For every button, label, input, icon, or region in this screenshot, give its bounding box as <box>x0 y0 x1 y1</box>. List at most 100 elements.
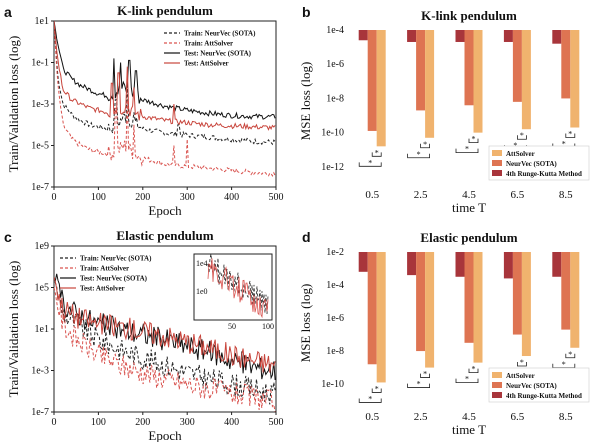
y-axis-label: Train/Validation loss (log) <box>6 36 21 173</box>
y-tick-label: 1e-7 <box>31 182 49 193</box>
bar <box>561 30 571 99</box>
x-tick-label: 500 <box>269 417 284 428</box>
chart-title: Elastic pendulum <box>420 230 517 245</box>
significance-bracket <box>407 383 430 388</box>
significance-bracket <box>455 148 479 154</box>
significance-star: * <box>568 350 572 359</box>
bar <box>416 30 426 111</box>
significance-bracket <box>420 143 430 149</box>
legend-swatch <box>492 372 502 378</box>
bar <box>358 30 368 41</box>
significance-star: * <box>423 140 427 149</box>
bar <box>407 30 417 42</box>
legend-label: AttSolver <box>506 150 535 158</box>
x-tick-label: 4.5 <box>462 189 476 201</box>
significance-bracket <box>358 398 382 403</box>
significance-star: * <box>562 140 566 149</box>
significance-star: * <box>423 370 427 379</box>
chart-title: K-link pendulum <box>421 8 517 23</box>
significance-star: * <box>472 365 476 374</box>
bar <box>376 252 386 383</box>
inset-y-label: 1e0 <box>196 287 208 296</box>
significance-star: * <box>568 130 572 139</box>
x-tick-label: 0 <box>52 417 57 428</box>
bar <box>521 30 531 130</box>
legend-swatch <box>492 382 502 388</box>
bar <box>464 252 474 343</box>
y-axis-label: MSE loss (log) <box>298 62 313 141</box>
legend-label: Test: AttSolver <box>80 285 125 293</box>
significance-star: * <box>375 384 379 393</box>
y-tick-label: 1e-7 <box>31 407 49 418</box>
panel-letter-c: c <box>4 229 12 245</box>
bar <box>473 30 483 133</box>
y-tick-label: 1e-8 <box>326 346 344 357</box>
y-tick-label: 1e-6 <box>326 313 344 324</box>
legend-label: NeurVec (SOTA) <box>506 382 557 390</box>
y-tick-label: 1e-2 <box>326 247 344 258</box>
plot-frame <box>53 20 277 188</box>
significance-star: * <box>562 360 566 369</box>
y-tick-label: 1e-12 <box>321 162 344 173</box>
significance-star: * <box>465 145 469 154</box>
y-axis-label: MSE loss (log) <box>298 284 313 363</box>
significance-bracket <box>468 138 479 144</box>
significance-star: * <box>520 358 524 367</box>
panel-d: d Elastic pendulum 1e-2 1e-4 1e-6 1e-8 1e-10 MS… <box>298 229 590 437</box>
x-tick-label: 0.5 <box>365 411 379 423</box>
y-tick-label: 1e-3 <box>31 99 49 110</box>
bar <box>455 252 465 277</box>
bar <box>367 30 377 131</box>
series-line-0 <box>54 21 276 146</box>
legend-label: AttSolver <box>506 372 535 380</box>
x-axis-label: Epoch <box>148 203 182 218</box>
bar <box>552 30 562 44</box>
x-tick-label: 300 <box>180 417 195 428</box>
y-tick-label: 1e-8 <box>326 93 344 104</box>
significance-star: * <box>465 375 469 384</box>
bar <box>512 30 522 102</box>
x-tick-label: 0 <box>52 192 57 203</box>
series-line-3 <box>54 276 276 373</box>
y-tick-label: 1e9 <box>35 241 49 252</box>
x-tick-label: 4.5 <box>462 411 476 423</box>
panel-a: a K-link pendulum 0 100 200 300 400 500 1e1 1e-1 1… <box>4 3 284 218</box>
panel-letter-b: b <box>302 4 311 20</box>
legend-label: NeurVec (SOTA) <box>506 160 557 168</box>
significance-star: * <box>520 131 524 140</box>
y-tick-label: 1e-10 <box>321 379 344 390</box>
legend-swatch <box>492 392 502 398</box>
x-axis-label: time T <box>452 422 486 437</box>
inset-x-label: 50 <box>228 322 236 331</box>
x-tick-label: 400 <box>224 417 239 428</box>
y-tick-label: 1e-3 <box>31 366 49 377</box>
significance-star: * <box>472 135 476 144</box>
legend-label: Test: NeurVec (SOTA) <box>80 275 148 283</box>
y-tick-label: 1e-1 <box>31 58 49 69</box>
bar <box>552 252 562 277</box>
bar <box>455 30 465 42</box>
significance-bracket <box>565 353 576 359</box>
inset-series <box>207 258 269 319</box>
significance-bracket <box>468 368 479 374</box>
significance-bracket <box>371 388 382 393</box>
y-tick-label: 1e5 <box>35 283 49 294</box>
y-tick-label: 1e1 <box>35 324 49 335</box>
x-tick-label: 0.5 <box>365 189 379 201</box>
y-tick-label: 1e-10 <box>321 128 344 139</box>
bar <box>512 252 522 335</box>
significance-star: * <box>368 394 372 403</box>
significance-bracket <box>420 373 430 378</box>
significance-star: * <box>417 150 421 159</box>
series-line-2 <box>54 21 276 120</box>
series-line-3 <box>54 21 276 131</box>
x-tick-label: 2.5 <box>414 189 428 201</box>
bar <box>521 252 531 357</box>
bar <box>570 30 580 128</box>
y-tick-label: 1e1 <box>35 16 49 27</box>
bar <box>503 30 513 42</box>
bar <box>425 30 435 138</box>
x-tick-label: 500 <box>269 192 284 203</box>
legend-label: Train: NeurVec (SOTA) <box>80 255 152 263</box>
